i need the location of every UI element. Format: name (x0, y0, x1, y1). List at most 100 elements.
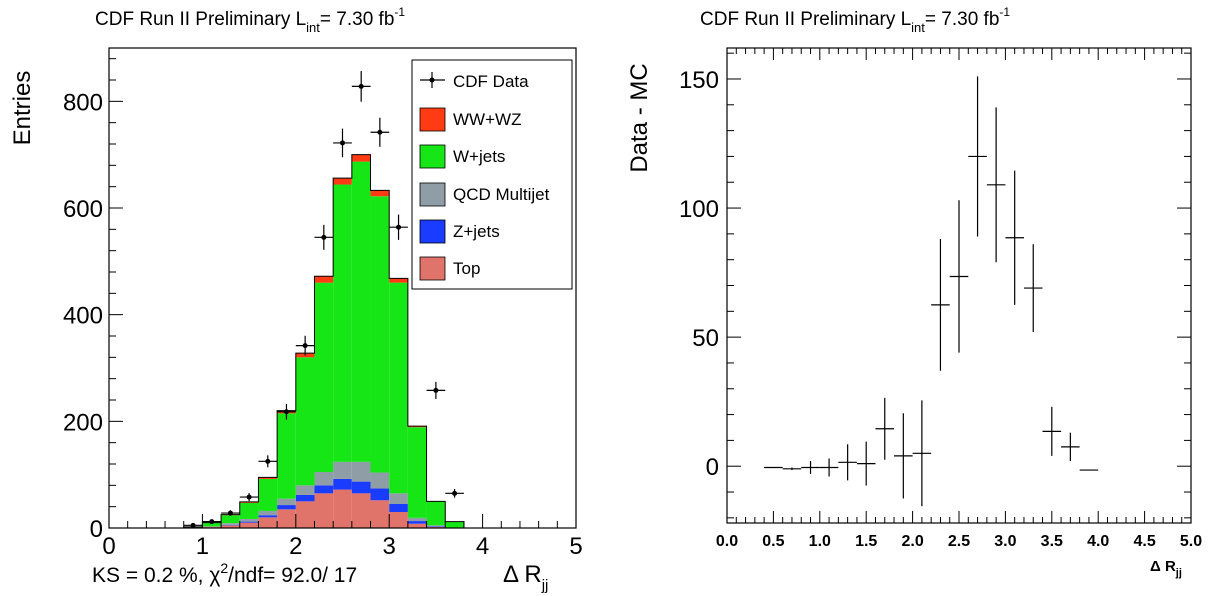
svg-text:Z+jets: Z+jets (453, 222, 500, 241)
x-tick-label-4.0: 4.0 (1087, 533, 1109, 550)
bar-z-jets-8 (258, 515, 278, 518)
y-tick-label-800: 800 (63, 89, 103, 116)
bar-qcd-multijet-12 (333, 461, 352, 479)
bar-top-7 (239, 522, 259, 528)
bar-ww-wz-16 (407, 426, 427, 428)
data-marker (452, 490, 458, 496)
x-tick-label-1.5: 1.5 (855, 533, 877, 550)
residual-point-3 (819, 458, 839, 477)
bar-ww-wz-8 (258, 477, 278, 479)
data-point-10 (370, 117, 390, 147)
bar-top-6 (221, 525, 240, 528)
x-tick-label-3: 3 (383, 533, 396, 560)
legend: CDF Data WW+WZ W+jets QCD Multijet Z+jet… (411, 59, 573, 290)
bar-ww-wz-7 (239, 501, 259, 503)
bar-w-jets-13 (351, 161, 371, 462)
data-point-11 (389, 214, 408, 240)
data-marker (340, 140, 345, 146)
chart-right: CDF Run II Preliminary Lint= 7.30 fb-1 0… (626, 5, 1202, 579)
svg-text:Top: Top (453, 259, 480, 278)
bar-z-jets-9 (277, 505, 296, 510)
svg-text:WW+WZ: WW+WZ (453, 110, 521, 129)
bar-w-jets-8 (258, 478, 278, 511)
data-point-0 (183, 522, 203, 528)
residual-points (764, 76, 1099, 507)
x-tick-label-2.0: 2.0 (901, 533, 923, 550)
bar-z-jets-16 (407, 521, 427, 524)
residual-point-12 (986, 107, 1006, 263)
right-title: CDF Run II Preliminary Lint= 7.30 fb-1 (700, 5, 1010, 35)
data-point-7 (314, 224, 334, 250)
legend-entry-wwwz: WW+WZ (419, 107, 521, 132)
legend-entry-zjets: Z+jets (419, 219, 500, 244)
bar-ww-wz-15 (389, 278, 408, 283)
data-point-8 (333, 128, 352, 158)
data-marker (227, 510, 233, 516)
bar-ww-wz-13 (351, 154, 371, 162)
data-marker (358, 83, 364, 89)
bar-qcd-multijet-5 (202, 526, 222, 527)
legend-box (411, 59, 573, 290)
bar-w-jets-15 (389, 282, 408, 494)
residual-point-16 (1061, 432, 1080, 462)
x-tick-label-5.0: 5.0 (1180, 533, 1202, 550)
bar-qcd-multijet-17 (426, 525, 446, 527)
y-tick-label-200: 200 (63, 409, 103, 436)
bar-top-16 (407, 523, 427, 528)
y-tick-label-50: 50 (692, 325, 719, 352)
bar-top-12 (333, 489, 352, 528)
bar-w-jets-12 (333, 184, 352, 462)
legend-entry-qcd: QCD Multijet (419, 182, 550, 207)
left-plot-frame (108, 47, 577, 529)
bar-qcd-multijet-16 (407, 517, 427, 522)
y-tick-label-150: 150 (679, 67, 719, 94)
bar-z-jets-15 (389, 504, 408, 512)
bar-qcd-multijet-6 (221, 523, 240, 525)
x-tick-label-4.5: 4.5 (1133, 533, 1155, 550)
bar-ww-wz-11 (314, 276, 334, 283)
x-tick-label-3.0: 3.0 (994, 533, 1016, 550)
data-points (183, 71, 464, 528)
x-tick-label-0.5: 0.5 (762, 533, 784, 550)
x-tick-label-2.5: 2.5 (948, 533, 970, 550)
left-x-axis-label: Δ Rjj (503, 561, 548, 594)
y-tick-label-0: 0 (90, 516, 103, 543)
svg-text:QCD Multijet: QCD Multijet (453, 185, 550, 204)
legend-entry-top: Top (419, 256, 480, 281)
residual-point-5 (856, 441, 876, 486)
data-marker (433, 387, 439, 393)
bar-w-jets-11 (314, 282, 334, 472)
bar-top-15 (389, 512, 408, 528)
bar-z-jets-6 (221, 524, 240, 526)
data-marker (209, 519, 215, 525)
bar-w-jets-9 (277, 413, 296, 499)
svg-text:W+jets: W+jets (453, 147, 505, 166)
data-point-3 (239, 493, 259, 502)
left-y-axis-label: Entries (9, 71, 36, 146)
stats-text: KS = 0.2 %, χ2/ndf= 92.0/ 17 (92, 560, 357, 587)
x-tick-label-4: 4 (476, 533, 489, 560)
residual-point-6 (875, 397, 895, 460)
stacked-histogram (109, 154, 576, 529)
residual-point-1 (782, 467, 802, 471)
x-tick-label-0.0: 0.0 (716, 533, 738, 550)
bar-top-9 (277, 509, 296, 528)
x-tick-label-3.5: 3.5 (1041, 533, 1063, 550)
data-marker (302, 343, 308, 349)
bar-w-jets-14 (370, 196, 390, 473)
data-point-1 (202, 519, 222, 525)
bar-z-jets-17 (426, 526, 446, 527)
right-axes: 0.0 0.5 1.0 1.5 2.0 2.5 3.0 3.5 4.0 4.5 5.0 0 50 100 1… (679, 48, 1202, 550)
residual-point-11 (968, 76, 987, 237)
bar-w-jets-5 (202, 522, 222, 527)
bar-top-14 (370, 500, 390, 528)
bar-ww-wz-12 (333, 178, 352, 185)
bar-qcd-multijet-14 (370, 472, 390, 489)
bar-qcd-multijet-13 (351, 461, 371, 482)
bar-z-jets-12 (333, 478, 352, 490)
bar-w-jets-7 (239, 502, 259, 519)
y-tick-label-0: 0 (706, 454, 719, 481)
residual-point-13 (1005, 170, 1024, 305)
residual-point-15 (1042, 406, 1062, 456)
